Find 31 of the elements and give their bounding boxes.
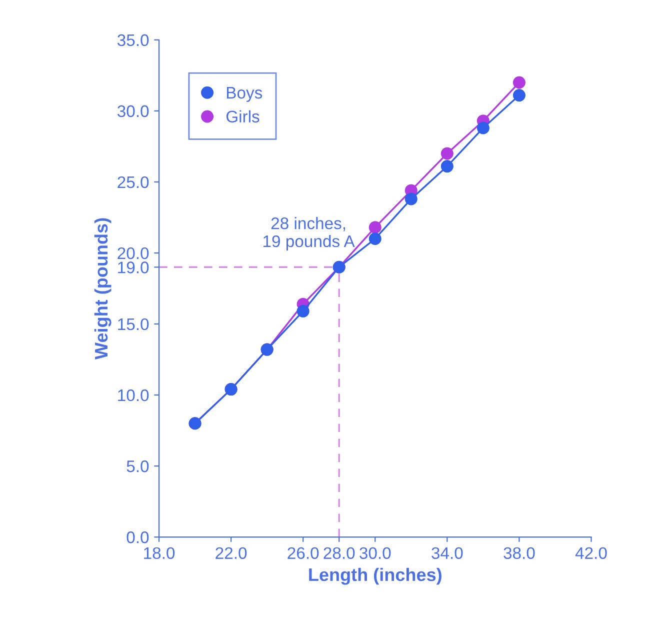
point [368, 232, 382, 245]
y-tick-label: 5.0 [126, 460, 149, 472]
x-tick-label: 34.0 [432, 547, 463, 559]
point [440, 160, 454, 173]
point [296, 304, 310, 318]
annotation: 28 inches, 19 pounds A [263, 216, 355, 250]
legend-label: Boys [226, 87, 262, 102]
y-tick-label: 15.0 [118, 318, 149, 330]
x-tick-label: 22.0 [216, 547, 247, 559]
legend-label: Girls [226, 110, 260, 123]
x-tick-label: 26.0 [288, 547, 319, 559]
x-tick-label: 38.0 [504, 547, 535, 559]
x-axis-title: Length (inches) [309, 568, 442, 585]
y-tick-label: 30.0 [117, 105, 149, 118]
point [512, 89, 526, 102]
point [512, 76, 526, 89]
y-tick-label: 35.0 [117, 34, 149, 46]
point [368, 221, 382, 234]
y-tick-label: 0.0 [126, 531, 149, 544]
y-axis-title: Weight (pounds) [94, 218, 112, 360]
y-tick-label: 25.0 [118, 176, 149, 188]
y-tick-label: 10.0 [118, 389, 149, 402]
y-tick-label: 19.0 [118, 262, 149, 274]
x-tick-label: 42.0 [575, 547, 607, 559]
point [476, 122, 490, 134]
point [440, 147, 454, 160]
x-tick-label: 30.0 [360, 547, 391, 559]
point [404, 192, 418, 206]
x-tick-label: 28.0 [324, 547, 355, 559]
x-tick-label: 18.0 [144, 547, 175, 559]
y-tick-label: 20.0 [118, 247, 149, 260]
